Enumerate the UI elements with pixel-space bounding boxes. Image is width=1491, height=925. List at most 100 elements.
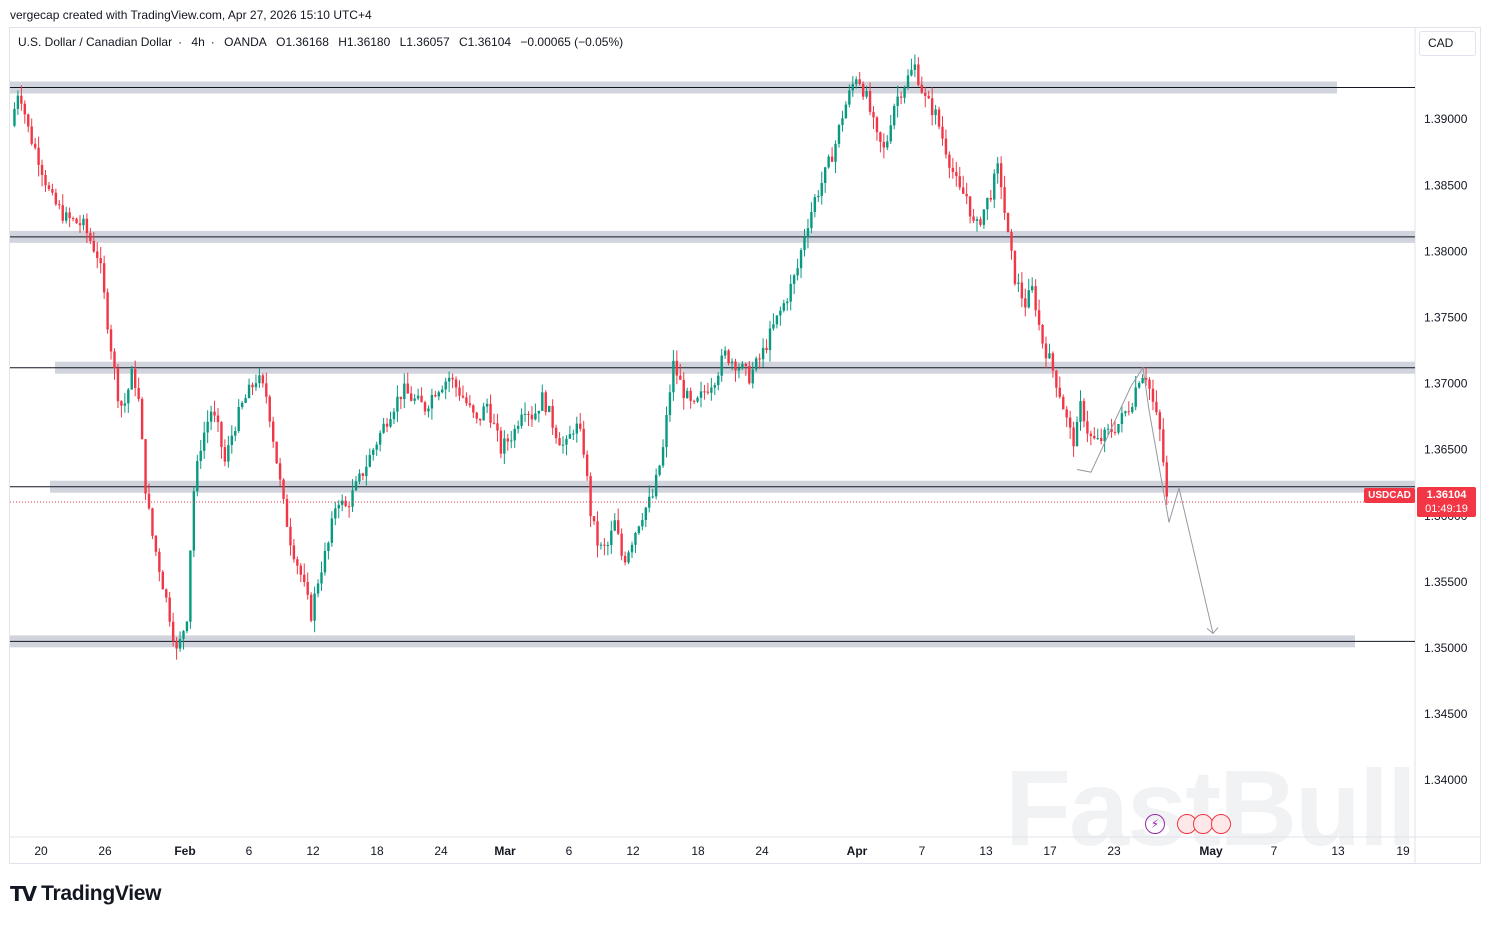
candle-body xyxy=(216,415,220,423)
candle-body xyxy=(554,427,558,439)
candle-body xyxy=(913,64,917,70)
us-flag-event-icon-3[interactable] xyxy=(1211,814,1231,834)
candle-body xyxy=(927,95,930,99)
candle-body xyxy=(1113,431,1117,433)
candle-body xyxy=(1010,232,1013,251)
time-tick-label: 18 xyxy=(691,844,705,858)
candle-body xyxy=(1044,343,1048,359)
candle-body xyxy=(768,328,772,351)
candle-body xyxy=(1144,377,1148,380)
candle-body xyxy=(803,237,806,251)
candle-body xyxy=(630,544,634,553)
candle-body xyxy=(789,283,792,302)
candle-body xyxy=(958,176,961,188)
candle-body xyxy=(734,361,737,371)
candle-body xyxy=(209,411,213,422)
candle-body xyxy=(1079,401,1082,422)
candle-body xyxy=(665,415,668,448)
candle-body xyxy=(234,431,237,436)
candle-body xyxy=(199,450,202,462)
candle-body xyxy=(706,391,710,393)
candle-body xyxy=(668,392,672,416)
lightning-event-icon[interactable]: ⚡ xyxy=(1145,814,1165,834)
candle-body xyxy=(565,438,568,445)
candle-body xyxy=(137,387,140,399)
candle-body xyxy=(158,551,161,572)
chart-credit: vergecap created with TradingView.com, A… xyxy=(10,8,372,22)
candle-body xyxy=(171,621,175,642)
candle-body xyxy=(568,434,572,439)
candle-body xyxy=(1100,438,1103,442)
candle-body xyxy=(399,396,403,400)
legend-interval[interactable]: 4h xyxy=(191,35,205,49)
candle-body xyxy=(503,438,506,454)
candle-body xyxy=(741,363,744,369)
candle-body xyxy=(1089,433,1093,436)
candle-body xyxy=(468,403,472,406)
candle-body xyxy=(979,219,982,225)
candle-body xyxy=(89,233,92,241)
candle-body xyxy=(330,518,334,543)
time-tick-label: May xyxy=(1199,844,1223,858)
candle-body xyxy=(420,395,423,403)
candle-body xyxy=(810,211,813,229)
time-tick-label: 12 xyxy=(306,844,320,858)
candle-body xyxy=(261,375,265,384)
candle-body xyxy=(879,132,882,142)
candle-body xyxy=(765,347,768,351)
candle-body xyxy=(617,520,620,534)
candle-body xyxy=(893,105,896,126)
candle-body xyxy=(479,418,482,421)
candle-body xyxy=(65,212,68,221)
candle-body xyxy=(47,185,51,190)
candle-body xyxy=(1051,353,1055,371)
candle-body xyxy=(934,109,937,116)
candle-body xyxy=(641,519,644,527)
candle-body xyxy=(385,423,389,427)
candle-body xyxy=(827,156,830,168)
price-tick-label: 1.38000 xyxy=(1424,244,1468,258)
time-tick-label: 24 xyxy=(755,844,769,858)
candle-body xyxy=(510,440,513,442)
candle-body xyxy=(427,408,430,412)
candle-body xyxy=(1003,187,1006,213)
us-flag-event-icon-2[interactable] xyxy=(1193,814,1213,834)
candle-body xyxy=(589,476,592,517)
candle-body xyxy=(230,435,233,446)
candle-body xyxy=(99,258,102,264)
candle-body xyxy=(755,358,758,370)
candle-body xyxy=(147,493,151,509)
candle-body xyxy=(106,292,109,330)
candle-body xyxy=(592,516,596,522)
currency-selector[interactable]: CAD xyxy=(1419,31,1476,56)
candle-body xyxy=(499,430,503,454)
tradingview-logo[interactable]: TV TradingView xyxy=(10,882,161,906)
candle-body xyxy=(92,240,95,252)
candle-body xyxy=(51,189,54,193)
candle-body xyxy=(189,550,192,622)
candle-body xyxy=(447,377,451,382)
candle-body xyxy=(496,423,499,431)
candle-body xyxy=(368,454,371,467)
candle-body xyxy=(461,395,465,398)
candle-body xyxy=(1151,388,1155,402)
candle-body xyxy=(168,597,171,622)
candle-body xyxy=(651,496,654,498)
candle-body xyxy=(154,535,158,552)
candle-body xyxy=(1117,424,1120,433)
candle-body xyxy=(127,389,130,404)
candle-body xyxy=(1106,428,1110,430)
price-tick-label: 1.37500 xyxy=(1424,310,1468,324)
candle-body xyxy=(430,395,434,409)
candle-body xyxy=(75,218,78,224)
candle-body xyxy=(751,369,754,384)
candle-body xyxy=(396,396,399,412)
candle-body xyxy=(341,500,344,505)
candle-body xyxy=(406,383,409,394)
legend-close: C1.36104 xyxy=(459,35,512,49)
candle-body xyxy=(58,204,61,206)
price-tick-label: 1.34000 xyxy=(1424,773,1468,787)
candle-body xyxy=(644,507,647,520)
candle-body xyxy=(1006,212,1010,233)
